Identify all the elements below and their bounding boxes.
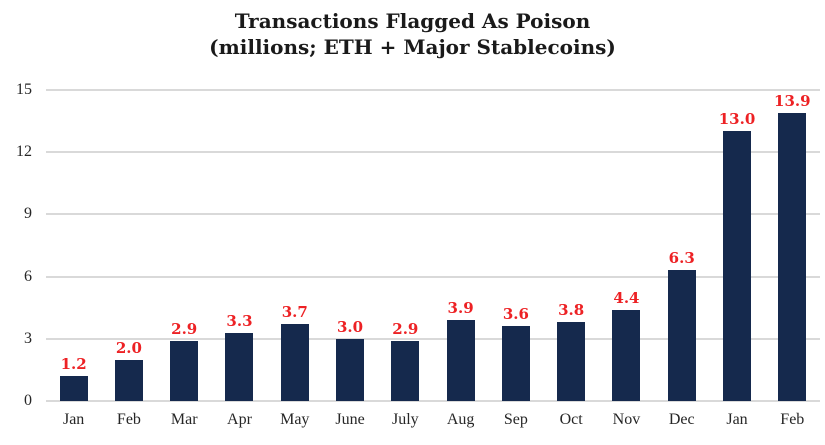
- plot-area: 1.2 2.0 2.9 3.3 3.7 3.0 2.9 3.9 3.6 3.8 4.4 6.3 13.0…: [46, 89, 820, 402]
- bar-slot: 2.9: [157, 90, 212, 401]
- y-axis-tick-label: 15: [16, 81, 32, 98]
- y-axis-tick-label: 9: [24, 205, 32, 223]
- bar-slot: 13.9: [765, 90, 820, 401]
- bar: [336, 338, 365, 401]
- x-axis-tick-label: Jan: [726, 411, 748, 428]
- bar-value-label: 13.0: [718, 110, 756, 129]
- bars-row: 1.2 2.0 2.9 3.3 3.7 3.0 2.9 3.9 3.6 3.8 4.4 6.3 13.0…: [46, 90, 820, 401]
- bar-value-label: 1.2: [60, 355, 87, 374]
- chart-subtitle: (millions; ETH + Major Stablecoins): [209, 35, 616, 59]
- bar: [59, 376, 88, 401]
- bar-slot: 3.0: [322, 90, 377, 401]
- x-axis-tick-label: July: [391, 411, 419, 428]
- bar-value-label: 3.8: [558, 301, 585, 320]
- bar-value-label: 3.9: [447, 299, 474, 318]
- x-axis-tick-label: Aug: [446, 411, 475, 428]
- y-axis-tick-label: 0: [24, 392, 32, 409]
- y-axis-tick-label: 6: [24, 267, 32, 285]
- x-axis-tick-label: Sep: [503, 411, 528, 428]
- bar: [225, 332, 254, 401]
- chart-title-block: Transactions Flagged As Poison (millions…: [0, 8, 825, 60]
- gridline: [46, 89, 820, 91]
- bar-slot: 6.3: [654, 90, 709, 401]
- gridline: [46, 337, 820, 340]
- bar-value-label: 3.7: [281, 303, 308, 322]
- bar-value-label: 6.3: [668, 249, 695, 268]
- bar-value-label: 13.9: [774, 91, 811, 110]
- bar-slot: 4.4: [599, 90, 654, 401]
- x-axis: Jan Feb Mar Apr May June July Aug Sep Oct Nov Dec Ja…: [46, 408, 820, 438]
- x-axis-tick-label: Dec: [668, 411, 695, 428]
- bar-slot: 2.0: [101, 90, 156, 401]
- bar-value-label: 3.3: [226, 311, 253, 330]
- bar-slot: 1.2: [46, 90, 101, 401]
- bar: [170, 340, 199, 401]
- gridline: [46, 213, 820, 216]
- bar-value-label: 3.0: [336, 317, 364, 336]
- bar-value-label: 2.9: [392, 319, 419, 338]
- bar: [501, 326, 530, 401]
- bar-value-label: 4.4: [613, 288, 640, 307]
- x-axis-tick-label: Nov: [612, 411, 641, 428]
- x-axis-tick-label: Oct: [559, 411, 583, 428]
- chart-title: Transactions Flagged As Poison: [234, 9, 591, 33]
- bar: [446, 320, 475, 401]
- bar-value-label: 3.6: [502, 305, 529, 324]
- bar: [778, 112, 807, 401]
- x-axis-tick-label: Mar: [170, 411, 198, 428]
- bar-value-label: 2.9: [171, 319, 198, 338]
- x-axis-tick-label: June: [335, 411, 365, 428]
- gridline: [46, 400, 820, 402]
- bar-value-label: 2.0: [115, 338, 142, 357]
- bar-slot: 3.6: [488, 90, 543, 401]
- bar-slot: 3.9: [433, 90, 488, 401]
- bar: [557, 322, 586, 401]
- x-axis-tick-label: Apr: [227, 411, 252, 428]
- y-axis-tick-label: 3: [24, 329, 32, 347]
- bar: [280, 324, 309, 401]
- bar-slot: 2.9: [378, 90, 433, 401]
- bar: [667, 270, 696, 401]
- y-axis: 0 3 6 9 12 15: [0, 82, 32, 409]
- bar: [114, 359, 143, 401]
- bar-slot: 3.7: [267, 90, 322, 401]
- x-axis-tick-label: Feb: [116, 411, 141, 428]
- bar-slot: 3.3: [212, 90, 267, 401]
- x-axis-tick-label: Jan: [62, 411, 85, 428]
- bar: [723, 131, 752, 401]
- bar-slot: 3.8: [544, 90, 599, 401]
- gridline: [46, 151, 820, 154]
- y-axis-tick-label: 12: [16, 143, 32, 161]
- bar: [612, 309, 641, 401]
- x-axis-tick-label: Feb: [780, 411, 805, 428]
- bar: [391, 340, 420, 401]
- bar-slot: 13.0: [709, 90, 764, 401]
- x-axis-tick-label: May: [280, 411, 310, 428]
- gridline: [46, 275, 820, 278]
